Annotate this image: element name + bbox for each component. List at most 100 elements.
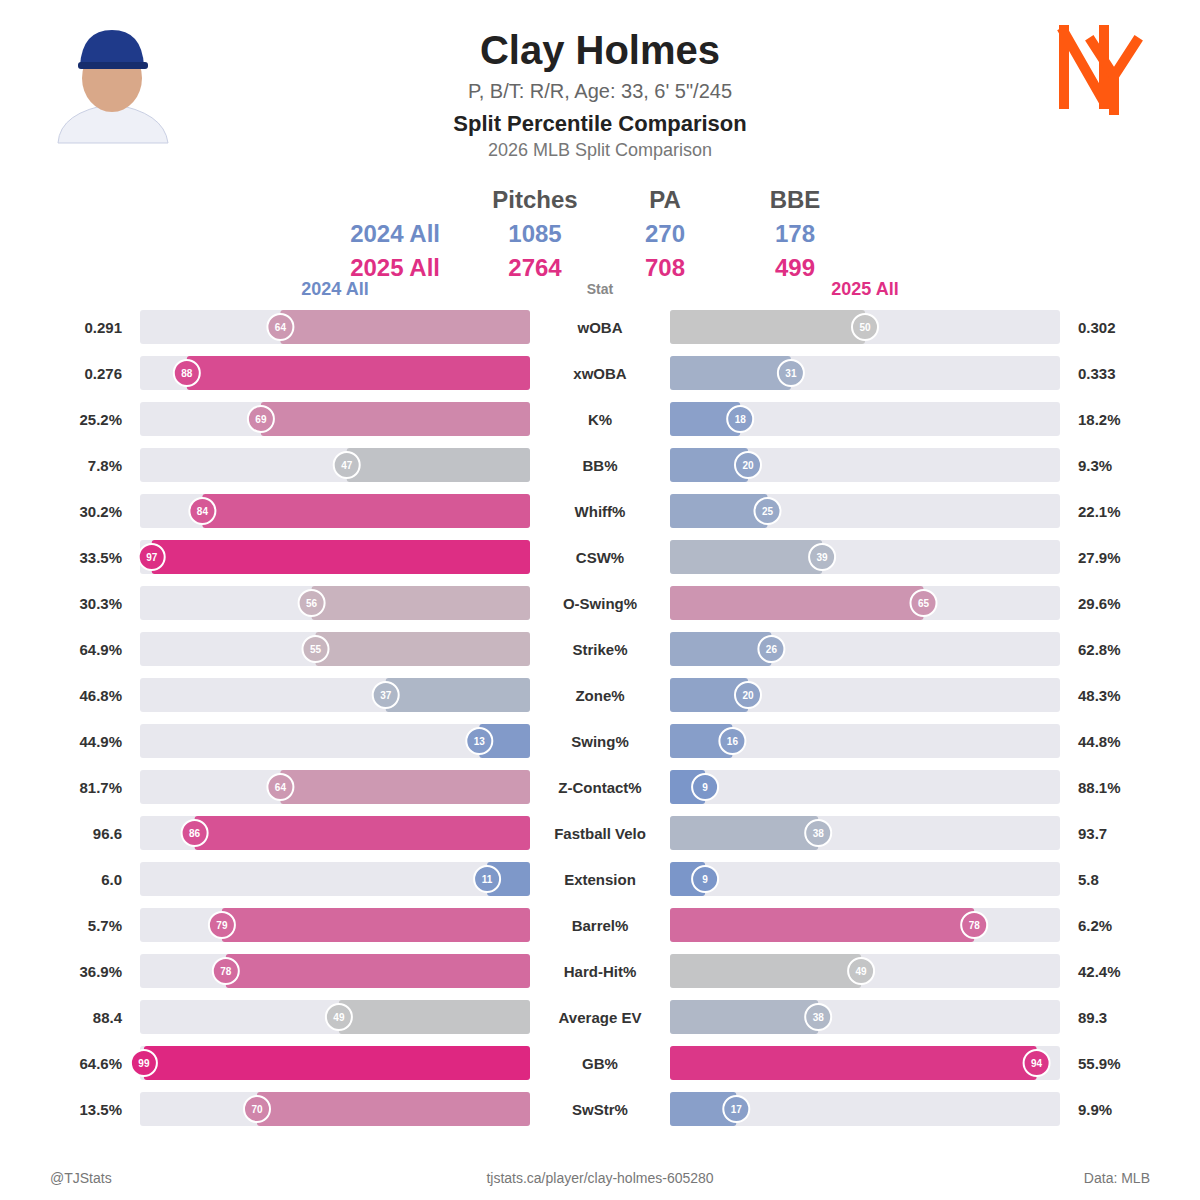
stat-value: 13.5% [79, 1101, 122, 1118]
track [670, 310, 1060, 344]
percentile-bar [670, 908, 974, 942]
stat-name: BB% [582, 457, 617, 474]
stat-name: Z-Contact% [558, 779, 641, 796]
percentile-dot [719, 728, 745, 754]
percentile-label: 49 [333, 1012, 345, 1023]
stat-value: 44.9% [79, 733, 122, 750]
percentile-label: 31 [785, 368, 797, 379]
percentile-dot [466, 728, 492, 754]
stat-name: Whiff% [575, 503, 626, 520]
percentile-dot [735, 452, 761, 478]
percentile-label: 37 [380, 690, 392, 701]
track [140, 954, 530, 988]
stat-value: 62.8% [1078, 641, 1121, 658]
summary-column-head: Pitches [492, 186, 577, 213]
track [670, 954, 1060, 988]
percentile-bar [280, 310, 530, 344]
track [140, 862, 530, 896]
panel-title: 2024 All [301, 279, 368, 299]
percentile-label: 55 [310, 644, 322, 655]
percentile-dot [213, 958, 239, 984]
track [140, 908, 530, 942]
stat-value: 81.7% [79, 779, 122, 796]
stat-name: xwOBA [573, 365, 627, 382]
stat-name: Barrel% [572, 917, 629, 934]
stat-value: 5.7% [88, 917, 122, 934]
summary-row-name: 2024 All [350, 220, 440, 247]
percentile-bar [670, 816, 818, 850]
stat-value: 30.2% [79, 503, 122, 520]
summary-column-head: PA [649, 186, 681, 213]
stat-value: 6.2% [1078, 917, 1112, 934]
labels: wOBA0.2910.302xwOBA0.2760.333K%25.2%18.2… [79, 319, 1120, 1118]
stat-value: 44.8% [1078, 733, 1121, 750]
percentile-bar [670, 1000, 818, 1034]
stat-value: 6.0 [101, 871, 122, 888]
stat-value: 9.3% [1078, 457, 1112, 474]
stat-name: O-Swing% [563, 595, 637, 612]
percentile-label: 9 [702, 782, 708, 793]
track [140, 356, 530, 390]
percentile-label: 38 [813, 828, 825, 839]
stat-name: wOBA [577, 319, 623, 336]
percentile-label: 69 [255, 414, 267, 425]
stat-name: Fastball Velo [554, 825, 646, 842]
percentile-dot [303, 636, 329, 662]
percentile-dot [1024, 1050, 1050, 1076]
track [670, 908, 1060, 942]
track [670, 770, 1060, 804]
photo-frame [55, 25, 170, 143]
percentile-bar [257, 1092, 530, 1126]
percentile-label: 38 [813, 1012, 825, 1023]
percentile-label: 18 [735, 414, 747, 425]
track [670, 402, 1060, 436]
track [670, 448, 1060, 482]
track [670, 724, 1060, 758]
percentile-bar [316, 632, 531, 666]
percentile-dot [692, 774, 718, 800]
stat-name: Extension [564, 871, 636, 888]
percentile-bar [222, 908, 530, 942]
percentile-label: 70 [251, 1104, 263, 1115]
percentile-bar [312, 586, 530, 620]
percentile-bar [144, 1046, 530, 1080]
percentile-label: 47 [341, 460, 353, 471]
stat-value: 22.1% [1078, 503, 1121, 520]
subheading: 2026 MLB Split Comparison [488, 140, 712, 160]
track [670, 816, 1060, 850]
track [140, 770, 530, 804]
stat-value: 89.3 [1078, 1009, 1107, 1026]
percentile-bar [187, 356, 530, 390]
photo-cap [80, 30, 144, 66]
percentile-dot [131, 1050, 157, 1076]
percentile-bar [670, 310, 865, 344]
stat-value: 0.333 [1078, 365, 1116, 382]
background [0, 0, 1200, 1200]
percentile-bar [195, 816, 530, 850]
track [140, 1000, 530, 1034]
percentile-label: 64 [275, 322, 287, 333]
percentile-dot [267, 774, 293, 800]
percentile-dot [267, 314, 293, 340]
stat-value: 33.5% [79, 549, 122, 566]
stat-value: 5.8 [1078, 871, 1099, 888]
percentile-bar [347, 448, 530, 482]
stat-name: Swing% [571, 733, 629, 750]
percentile-dot [805, 820, 831, 846]
track [140, 632, 530, 666]
percentile-bar [152, 540, 530, 574]
heading: Split Percentile Comparison [453, 111, 746, 136]
percentile-label: 97 [146, 552, 158, 563]
summary-value: 270 [645, 220, 685, 247]
percentile-label: 20 [742, 690, 754, 701]
stat-value: 0.276 [84, 365, 122, 382]
stat-name: Hard-Hit% [564, 963, 637, 980]
percentile-label: 84 [197, 506, 209, 517]
summary-column-head: BBE [770, 186, 821, 213]
tracks [140, 310, 1060, 1126]
percentile-label: 99 [138, 1058, 150, 1069]
percentile-label: 78 [220, 966, 232, 977]
percentile-dot [299, 590, 325, 616]
logo-y [1092, 42, 1136, 110]
stat-value: 18.2% [1078, 411, 1121, 428]
